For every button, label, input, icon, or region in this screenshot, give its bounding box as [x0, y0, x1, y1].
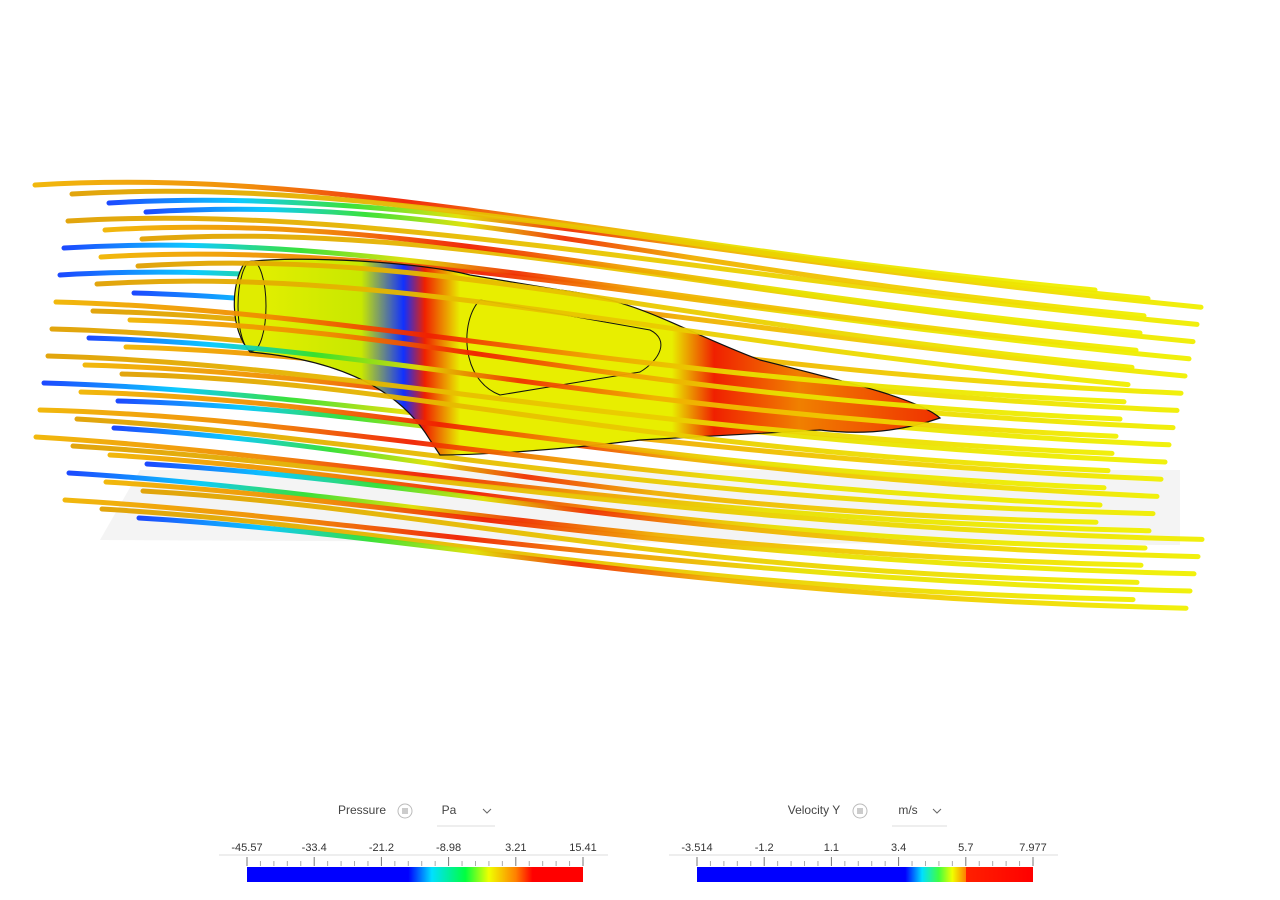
tick-label: -45.57 [231, 842, 262, 854]
unit-dropdown[interactable]: Pa [442, 803, 457, 817]
tick-label: 15.41 [569, 842, 597, 854]
tick-label: 7.977 [1019, 842, 1047, 854]
dropdown-chevron[interactable] [932, 808, 942, 814]
tick-label: 5.7 [958, 842, 973, 854]
tick-label: 1.1 [824, 842, 839, 854]
tick-label: -33.4 [302, 842, 327, 854]
legend-title: Velocity Y [788, 803, 840, 817]
color-bar [247, 867, 583, 882]
streamline [78, 389, 1107, 491]
streamline [111, 425, 1099, 525]
streamline [135, 260, 1135, 370]
streamline [33, 434, 1152, 534]
streamline [99, 506, 1136, 603]
tick-row: -3.514 -1.2 1.1 3.4 5.7 7.977 [681, 842, 1047, 866]
streamline [119, 371, 1111, 474]
tick-label: 3.21 [505, 842, 526, 854]
streamline [143, 206, 1147, 319]
streamline [70, 443, 1205, 542]
legend-settings-glyph [402, 808, 408, 814]
streamline [37, 407, 1103, 508]
tick-row: -45.57 -33.4 -21.2 -8.98 3.21 15.41 [231, 842, 597, 866]
vehicle-nose [237, 260, 267, 352]
tick-label: -3.514 [681, 842, 712, 854]
tick-label: -8.98 [436, 842, 461, 854]
velocity-legend: Velocity Y m/s -3.514 -1.2 1.1 3.4 5.7 7.977 [669, 803, 1058, 882]
tick-label: -21.2 [369, 842, 394, 854]
color-bar [697, 867, 1033, 882]
streamline [103, 479, 1197, 577]
streamline [98, 251, 1192, 362]
streamline [107, 452, 1148, 551]
streamline [53, 299, 1127, 405]
tick-label: 3.4 [891, 842, 906, 854]
streamline [61, 242, 1139, 353]
streamline [94, 278, 1131, 388]
streamlines-front [37, 188, 1205, 611]
legend-title: Pressure [338, 803, 386, 817]
streamline [136, 515, 1189, 611]
streamline [66, 470, 1144, 568]
streamline [140, 488, 1140, 585]
streamline [102, 224, 1143, 336]
streamline [127, 317, 1123, 422]
streamline [69, 188, 1151, 302]
dropdown-chevron[interactable] [482, 808, 492, 814]
streamline [86, 335, 1119, 439]
unit-dropdown[interactable]: m/s [898, 803, 917, 817]
streamline [144, 461, 1201, 560]
legend-settings-glyph [857, 808, 863, 814]
streamline [62, 497, 1193, 594]
pressure-legend: Pressure Pa -45.57 -33.4 -21.2 -8.98 3.21 15.… [219, 803, 608, 882]
tick-label: -1.2 [755, 842, 774, 854]
streamline [65, 215, 1200, 327]
streamline [74, 416, 1156, 517]
streamline [45, 353, 1115, 456]
